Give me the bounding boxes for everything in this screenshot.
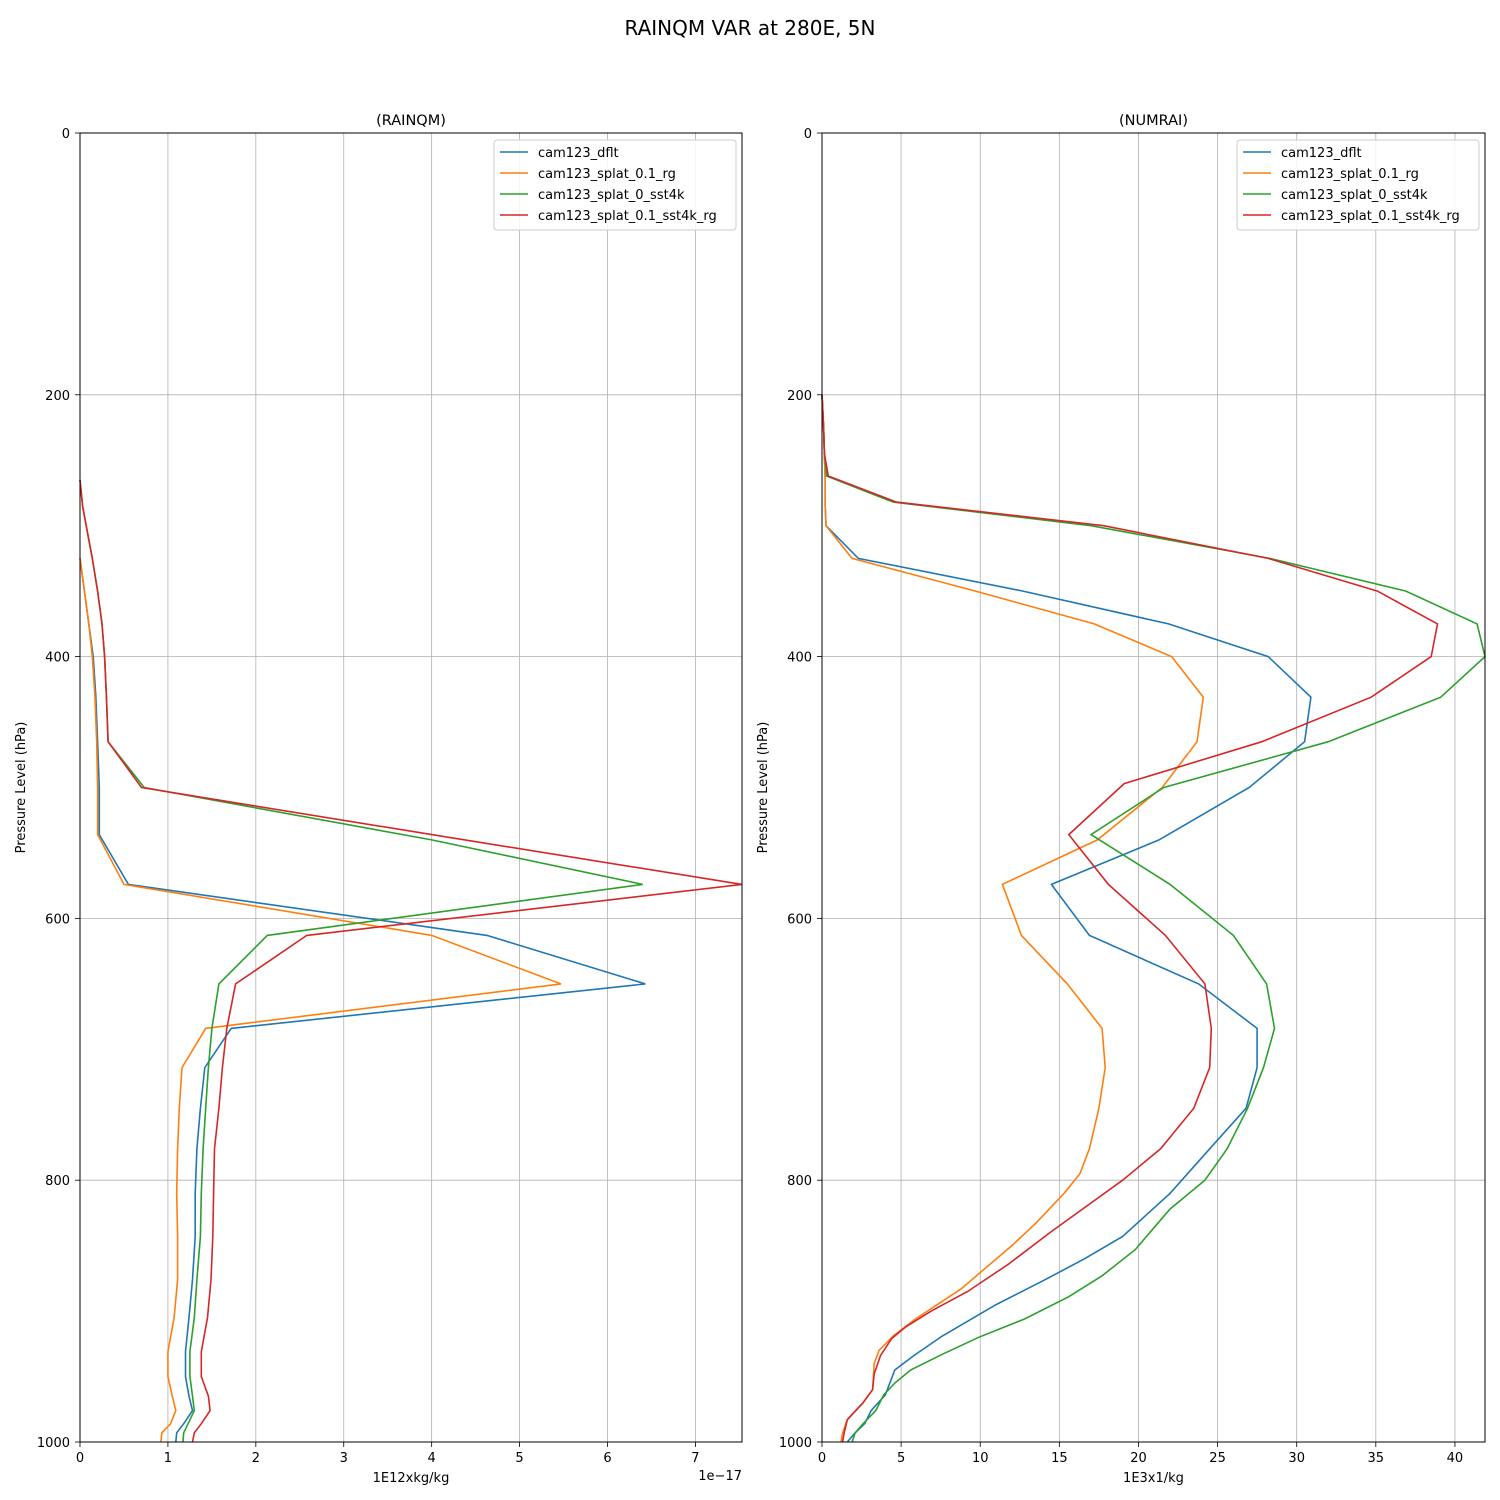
series-line xyxy=(821,394,1205,1443)
y-tick-label: 400 xyxy=(787,651,812,666)
y-tick-label: 1000 xyxy=(37,1436,70,1451)
legend-label: cam123_splat_0.1_sst4k_rg xyxy=(538,209,717,224)
legend-label: cam123_splat_0.1_rg xyxy=(538,167,676,182)
grid xyxy=(79,132,742,1443)
y-tick-label: 600 xyxy=(45,912,70,927)
x-axis-ticks: 0 5 10 15 20 25 30 35 40 xyxy=(818,1442,1463,1466)
legend-label: cam123_dflt xyxy=(1281,146,1362,161)
legend-label: cam123_splat_0_sst4k xyxy=(538,188,685,203)
series-lines xyxy=(821,394,1486,1443)
y-tick-label: 0 xyxy=(62,127,70,142)
y-tick-label: 200 xyxy=(787,389,812,404)
x-tick-label: 0 xyxy=(76,1451,84,1466)
legend-label: cam123_splat_0.1_sst4k_rg xyxy=(1281,209,1460,224)
x-tick-label: 35 xyxy=(1368,1451,1385,1466)
figure-title: RAINQM VAR at 280E, 5N xyxy=(624,16,876,40)
y-axis-ticks: 0 200 400 600 800 1000 xyxy=(779,127,822,1451)
x-tick-label: 20 xyxy=(1130,1451,1147,1466)
y-axis-label: Pressure Level (hPa) xyxy=(14,722,29,854)
x-tick-label: 4 xyxy=(428,1451,436,1466)
x-tick-label: 25 xyxy=(1209,1451,1226,1466)
x-axis-offset-label: 1e−17 xyxy=(698,1469,742,1484)
series-line xyxy=(79,558,562,1443)
panel-rainqm: 0 1 2 3 4 5 6 7 0 200 400 600 800 1000 (RAINQM) 1E12… xyxy=(14,113,743,1486)
x-tick-label: 3 xyxy=(340,1451,348,1466)
grid xyxy=(821,132,1485,1443)
legend-label: cam123_dflt xyxy=(538,146,619,161)
x-tick-label: 0 xyxy=(818,1451,826,1466)
y-axis-label: Pressure Level (hPa) xyxy=(756,722,771,854)
x-tick-label: 5 xyxy=(515,1451,523,1466)
x-tick-label: 6 xyxy=(603,1451,611,1466)
series-line xyxy=(79,479,743,1443)
legend: cam123_dflt cam123_splat_0.1_rg cam123_spl… xyxy=(493,139,737,231)
y-tick-label: 400 xyxy=(45,651,70,666)
x-tick-label: 2 xyxy=(252,1451,260,1466)
plot-frame xyxy=(821,132,1486,1443)
y-tick-label: 800 xyxy=(787,1174,812,1189)
y-tick-label: 600 xyxy=(787,912,812,927)
series-lines xyxy=(79,479,743,1443)
legend-label: cam123_splat_0.1_rg xyxy=(1281,167,1419,182)
y-axis-ticks: 0 200 400 600 800 1000 xyxy=(37,127,80,1451)
y-tick-label: 800 xyxy=(45,1174,70,1189)
x-tick-label: 7 xyxy=(691,1451,699,1466)
panel-numrai: 0 5 10 15 20 25 30 35 40 0 200 400 600 800 1000 (NUMR… xyxy=(756,113,1486,1486)
panel-title: (RAINQM) xyxy=(376,113,446,129)
x-axis-label: 1E12xkg/kg xyxy=(373,1471,450,1486)
x-tick-label: 40 xyxy=(1447,1451,1464,1466)
y-tick-label: 200 xyxy=(45,389,70,404)
x-axis-ticks: 0 1 2 3 4 5 6 7 xyxy=(76,1442,700,1466)
legend-box xyxy=(493,139,737,231)
series-line xyxy=(79,479,643,1443)
series-line xyxy=(821,394,1439,1443)
y-tick-label: 0 xyxy=(804,127,812,142)
x-tick-label: 1 xyxy=(164,1451,172,1466)
x-axis-label: 1E3x1/kg xyxy=(1123,1471,1184,1486)
y-tick-label: 1000 xyxy=(779,1436,812,1451)
x-tick-label: 5 xyxy=(897,1451,905,1466)
legend: cam123_dflt cam123_splat_0.1_rg cam123_spl… xyxy=(1236,139,1480,231)
x-tick-label: 15 xyxy=(1051,1451,1068,1466)
legend-label: cam123_splat_0_sst4k xyxy=(1281,188,1428,203)
x-tick-label: 30 xyxy=(1288,1451,1305,1466)
series-line xyxy=(821,394,1312,1443)
plot-frame xyxy=(79,132,743,1443)
legend-box xyxy=(1236,139,1480,231)
panel-title: (NUMRAI) xyxy=(1119,113,1188,129)
series-line xyxy=(79,558,646,1443)
x-tick-label: 10 xyxy=(972,1451,989,1466)
